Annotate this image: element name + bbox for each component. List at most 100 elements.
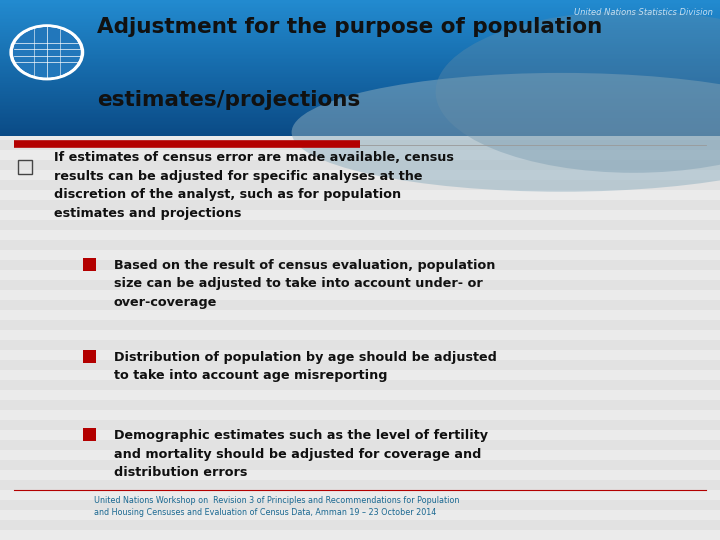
Bar (0, 90, 720, 91)
Bar (0, 40, 720, 42)
Bar (0, 42, 720, 43)
Bar (0, 170, 720, 180)
Bar (0, 130, 720, 140)
Bar (0, 450, 720, 460)
Bar (0, 320, 720, 330)
Bar (0, 19, 720, 21)
Text: If estimates of census error are made available, census
results can be adjusted : If estimates of census error are made av… (54, 151, 454, 220)
Bar (0, 135, 720, 136)
Bar (0, 90, 720, 100)
Bar (0, 12, 720, 14)
Bar (0, 70, 720, 72)
Bar (0, 53, 720, 55)
Bar (0, 125, 720, 127)
Bar (0, 490, 720, 500)
Bar (0, 51, 720, 52)
Bar (0, 73, 720, 75)
Text: Distribution of population by age should be adjusted
to take into account age mi: Distribution of population by age should… (114, 351, 497, 382)
Bar (0, 340, 720, 350)
Bar (0, 8, 720, 10)
Bar (0, 118, 720, 120)
Bar (0, 132, 720, 133)
Bar (0, 410, 720, 420)
Bar (0, 200, 720, 210)
Bar (0, 10, 720, 11)
Bar (0, 18, 720, 19)
Bar (0, 60, 720, 62)
Bar (0, 98, 720, 99)
Bar (0, 420, 720, 430)
Bar (0, 131, 720, 132)
Bar (0, 530, 720, 540)
Bar (0, 72, 720, 73)
Bar (0, 117, 720, 118)
Bar (0, 75, 720, 76)
Bar (0, 480, 720, 490)
Bar (0, 80, 720, 81)
Bar (0, 107, 720, 109)
Bar (0, 5, 720, 7)
Bar (0, 150, 720, 160)
Bar (0, 330, 720, 340)
Bar (0, 92, 720, 93)
Bar (0, 65, 720, 66)
Bar (0, 270, 720, 280)
Bar (0, 69, 720, 70)
Bar (0, 128, 720, 130)
Bar (0, 110, 720, 112)
Bar (0, 59, 720, 60)
Bar (0, 93, 720, 95)
Bar (0, 70, 720, 80)
Bar (0, 2, 720, 3)
Bar (0, 14, 720, 15)
Bar (0, 360, 720, 370)
Bar (0, 95, 720, 96)
Bar (0, 63, 720, 65)
Bar (0, 190, 720, 200)
Bar (0, 58, 720, 59)
Bar (0, 38, 720, 40)
Bar (0, 0, 720, 10)
Bar (0, 160, 720, 170)
Bar (0, 310, 720, 320)
Bar (0, 124, 720, 125)
Bar (0, 21, 720, 22)
Bar (0, 50, 720, 60)
Bar (0, 100, 720, 110)
Bar (0, 68, 720, 69)
Bar (0, 121, 720, 123)
Bar (0, 26, 720, 28)
Text: United Nations Workshop on  Revision 3 of Principles and Recommendations for Pop: United Nations Workshop on Revision 3 of… (94, 496, 459, 517)
Bar (0, 76, 720, 77)
Bar (0, 62, 720, 63)
Bar (0, 17, 720, 18)
Bar (0, 37, 720, 38)
Bar (0, 45, 720, 47)
Bar (0, 88, 720, 90)
Bar (0, 210, 720, 220)
Bar (0, 7, 720, 8)
Bar (0, 120, 720, 130)
Bar (0, 370, 720, 380)
Bar (0, 240, 720, 250)
Bar (0, 80, 720, 90)
Bar (0, 52, 720, 53)
Bar (0, 116, 720, 117)
Ellipse shape (292, 73, 720, 192)
Bar (0, 260, 720, 270)
Bar (0, 430, 720, 440)
Bar (18, 160, 32, 174)
Bar (0, 102, 720, 103)
Bar (0, 20, 720, 30)
Bar (0, 0, 720, 2)
Bar (0, 78, 720, 80)
Bar (0, 57, 720, 58)
Text: United Nations Statistics Division: United Nations Statistics Division (574, 8, 713, 17)
Bar (0, 60, 720, 70)
Bar (0, 140, 720, 150)
Ellipse shape (436, 11, 720, 173)
Bar (0, 15, 720, 17)
Bar (0, 30, 720, 40)
Bar (0, 400, 720, 410)
Bar (0, 40, 720, 50)
